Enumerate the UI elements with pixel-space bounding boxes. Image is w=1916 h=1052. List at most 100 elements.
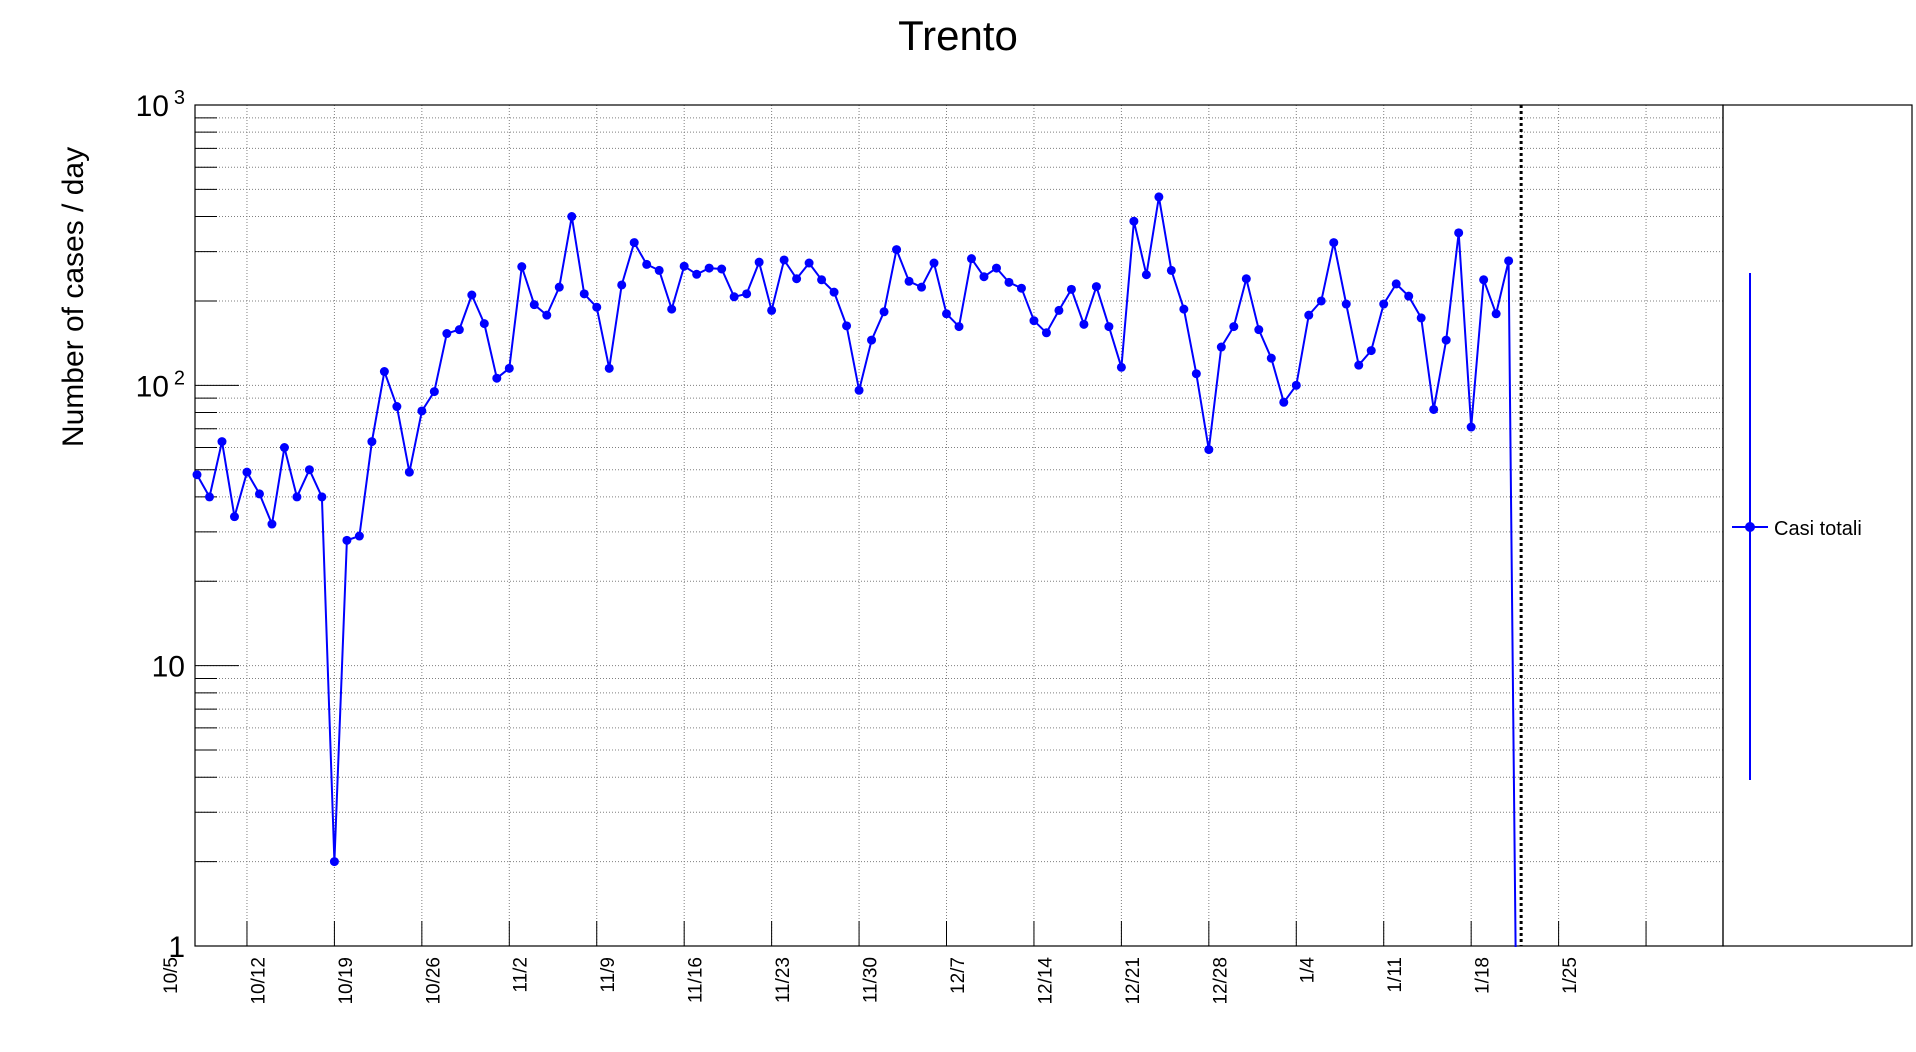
data-point <box>729 292 739 302</box>
data-point <box>767 305 777 315</box>
data-point <box>604 363 614 373</box>
data-point <box>1066 284 1076 294</box>
y-tick-label: 10 <box>136 370 169 403</box>
data-point <box>754 257 764 267</box>
data-point <box>267 519 277 529</box>
data-point <box>567 212 577 222</box>
data-point <box>804 258 814 268</box>
data-point <box>1079 319 1089 329</box>
data-point <box>592 302 602 312</box>
data-point <box>329 857 339 867</box>
data-point <box>1416 313 1426 323</box>
data-point <box>1391 279 1401 289</box>
data-point <box>991 263 1001 273</box>
data-point <box>554 282 564 292</box>
data-point <box>717 264 727 274</box>
data-point <box>342 535 352 545</box>
data-point <box>392 402 402 412</box>
data-point <box>1041 328 1051 338</box>
y-tick-label-exponent: 2 <box>174 367 185 389</box>
data-point <box>1016 283 1026 293</box>
data-point <box>542 310 552 320</box>
data-point <box>854 385 864 395</box>
data-point <box>704 263 714 273</box>
data-point <box>317 492 327 502</box>
data-point <box>642 259 652 269</box>
data-point <box>454 325 464 335</box>
data-point <box>829 287 839 297</box>
data-point <box>1229 322 1239 332</box>
data-point <box>867 335 877 345</box>
y-tick-label: 10 <box>152 651 185 684</box>
data-point <box>1154 192 1164 202</box>
data-point <box>379 367 389 377</box>
data-point <box>254 489 264 499</box>
data-point <box>529 300 539 310</box>
data-point <box>292 492 302 502</box>
data-point <box>442 329 452 339</box>
y-tick-label: 10 <box>136 90 169 123</box>
data-point <box>1166 265 1176 275</box>
legend: Casi totali <box>1732 273 1862 780</box>
data-point <box>1366 346 1376 356</box>
chart-title: Trento <box>898 12 1018 59</box>
data-point <box>467 290 477 300</box>
x-tick-label: 10/26 <box>423 957 444 1005</box>
data-point <box>242 467 252 477</box>
data-point <box>1241 274 1251 284</box>
x-tick-label: 12/14 <box>1035 957 1056 1005</box>
data-point <box>879 307 889 317</box>
data-point <box>1254 325 1264 335</box>
data-point <box>217 437 227 447</box>
data-point <box>1141 270 1151 280</box>
data-point <box>1129 216 1139 226</box>
data-point <box>904 276 914 286</box>
x-tick-label: 11/30 <box>861 957 882 1003</box>
data-point <box>779 255 789 265</box>
data-point <box>1491 309 1501 319</box>
data-point <box>367 437 377 447</box>
x-tick-label: 12/28 <box>1210 957 1231 1005</box>
data-point <box>1266 353 1276 363</box>
data-point <box>692 269 702 279</box>
data-point <box>917 282 927 292</box>
x-tick-label: 11/9 <box>598 957 619 993</box>
data-point <box>942 309 952 319</box>
data-point <box>229 512 239 522</box>
data-point <box>1341 299 1351 309</box>
data-point <box>354 531 364 541</box>
legend-frame <box>1722 104 1913 947</box>
data-point <box>817 275 827 285</box>
x-tick-label: 12/7 <box>948 957 969 994</box>
grid <box>195 105 1723 947</box>
data-point <box>667 304 677 314</box>
data-point <box>304 465 314 475</box>
data-point <box>1054 305 1064 315</box>
data-point <box>1304 310 1314 320</box>
data-point <box>492 373 502 383</box>
data-point <box>1404 291 1414 301</box>
axes <box>194 104 1913 947</box>
data-point <box>929 258 939 268</box>
data-point <box>504 363 514 373</box>
data-point <box>1291 380 1301 390</box>
data-point <box>1279 397 1289 407</box>
data-point <box>1479 275 1489 285</box>
x-tick-label: 10/12 <box>248 957 269 1005</box>
x-tick-label: 12/21 <box>1123 957 1144 1005</box>
series <box>192 192 1517 948</box>
y-tick-label-exponent: 3 <box>174 87 185 109</box>
data-point <box>1504 256 1514 266</box>
x-tick-label: 1/25 <box>1560 957 1581 994</box>
legend-marker <box>1745 522 1755 532</box>
data-point <box>1379 299 1389 309</box>
data-point <box>429 387 439 397</box>
data-point <box>1204 445 1214 455</box>
data-point <box>1316 296 1326 306</box>
data-point <box>1216 342 1226 352</box>
data-point <box>1354 360 1364 370</box>
x-tick-label: 1/4 <box>1298 957 1319 984</box>
x-tick-label: 10/19 <box>336 957 357 1005</box>
